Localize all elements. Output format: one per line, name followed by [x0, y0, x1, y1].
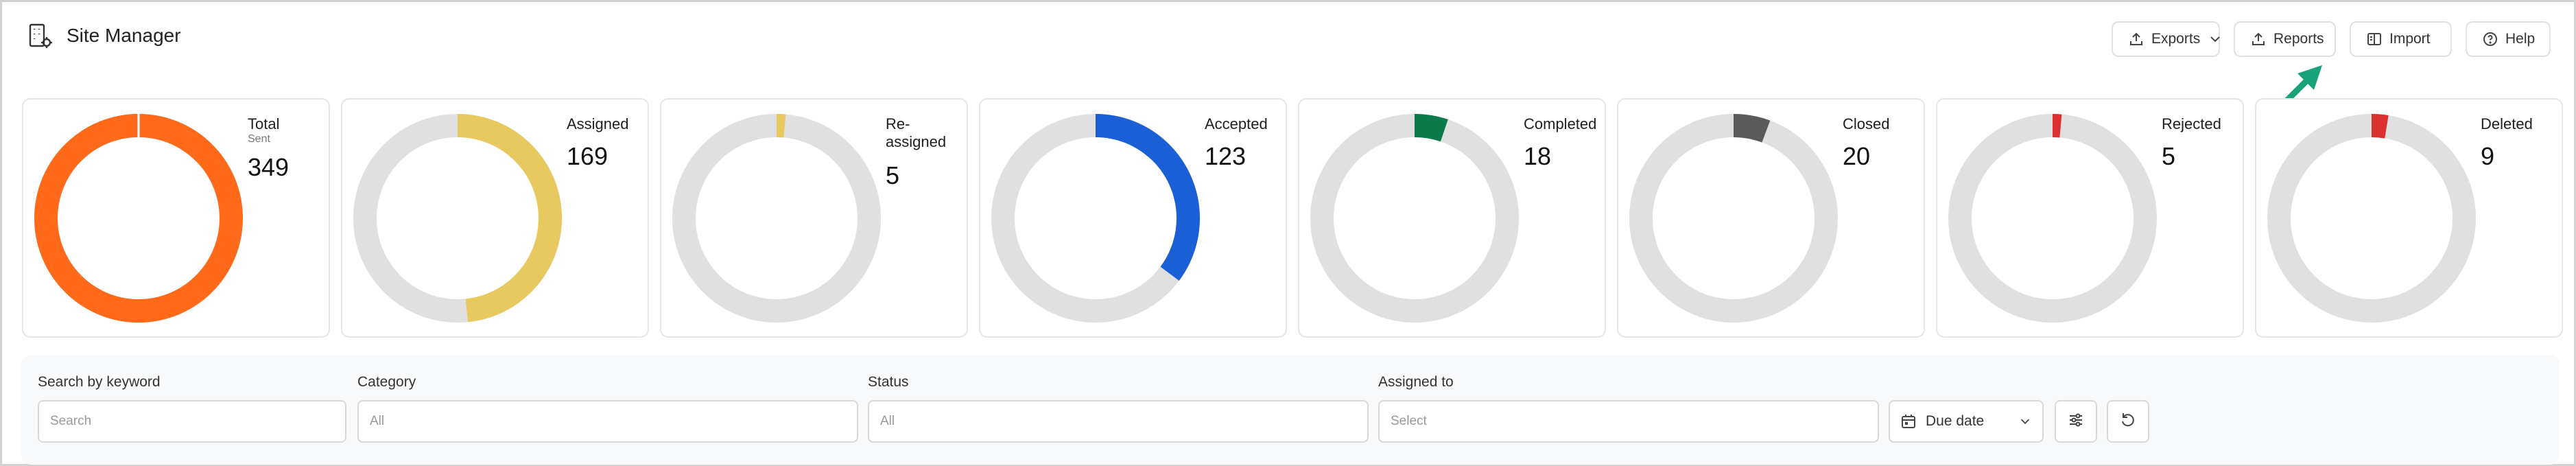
stat-label-text: Assigned — [567, 115, 629, 132]
status-value: All — [880, 414, 895, 428]
reports-label: Reports — [2273, 31, 2324, 47]
filter-bar: Search by keyword Search Category All St… — [21, 355, 2560, 465]
stat-sublabel: Sent — [248, 133, 270, 145]
donut-track — [1310, 114, 1519, 323]
stat-label: Deleted — [2481, 115, 2533, 133]
stat-label: Closed — [1843, 115, 1889, 133]
donut-chart — [1948, 114, 2157, 323]
stat-value: 18 — [1524, 142, 1552, 170]
donut-track — [1948, 114, 2157, 323]
sliders-icon — [2067, 411, 2085, 432]
reports-button[interactable]: Reports — [2234, 21, 2336, 57]
import-icon — [2366, 31, 2383, 47]
donut-track — [1629, 114, 1838, 323]
stat-label: Total Sent — [248, 115, 279, 145]
page-title: Site Manager — [67, 25, 181, 46]
donut-segment — [672, 114, 881, 323]
stat-label-text: Rejected — [2162, 115, 2221, 132]
chevron-down-icon — [2207, 31, 2223, 47]
search-placeholder: Search — [50, 414, 92, 428]
stat-card-rejected: Rejected 5 — [1936, 98, 2244, 338]
upload-icon — [2128, 31, 2144, 47]
stat-value: 5 — [2162, 142, 2176, 170]
filter-settings-button[interactable] — [2055, 400, 2097, 443]
stat-label: Rejected — [2162, 115, 2221, 133]
stats-cards: Total Sent 349 Assigned 169 Re-assigned 5 Accep… — [22, 98, 2563, 338]
assigned-to-placeholder: Select — [1391, 414, 1427, 428]
search-input[interactable]: Search — [38, 400, 346, 443]
reset-button[interactable] — [2107, 400, 2149, 443]
app-header: Site Manager — [28, 23, 181, 49]
stat-card-assigned: Assigned 169 — [341, 98, 649, 338]
donut-chart — [34, 114, 243, 323]
donut-segment — [2267, 114, 2476, 323]
assigned-to-select[interactable]: Select — [1378, 400, 1879, 443]
help-button[interactable]: Help — [2466, 21, 2551, 57]
stat-label: Re-assigned — [886, 115, 961, 151]
status-select[interactable]: All — [868, 400, 1369, 443]
stat-label-text: Deleted — [2481, 115, 2533, 132]
donut-chart — [2267, 114, 2476, 323]
assigned-to-label: Assigned to — [1378, 374, 1454, 390]
upload-icon — [2250, 31, 2267, 47]
donut-chart — [991, 114, 1200, 323]
category-label: Category — [357, 374, 416, 390]
category-select[interactable]: All — [357, 400, 858, 443]
stat-card-re-assigned: Re-assigned 5 — [660, 98, 968, 338]
due-date-button[interactable]: Due date — [1889, 400, 2044, 443]
donut-segment — [1948, 114, 2157, 323]
stat-value: 169 — [567, 142, 608, 170]
keyword-label: Search by keyword — [38, 374, 161, 390]
donut-track — [2267, 114, 2476, 323]
stat-value: 20 — [1843, 142, 1871, 170]
stat-label-text: Closed — [1843, 115, 1890, 132]
donut-chart — [1629, 114, 1838, 323]
help-label: Help — [2505, 31, 2536, 47]
building-settings-icon — [28, 23, 53, 49]
exports-button[interactable]: Exports — [2112, 21, 2220, 57]
stat-card-deleted: Deleted 9 — [2255, 98, 2563, 338]
donut-chart — [353, 114, 562, 323]
stat-card-accepted: Accepted 123 — [979, 98, 1287, 338]
stat-label-text: Re-assigned — [886, 115, 947, 150]
stat-card-closed: Closed 20 — [1617, 98, 1925, 338]
donut-segment — [353, 114, 562, 323]
donut-track — [672, 114, 881, 323]
stat-card-total: Total Sent 349 — [22, 98, 330, 338]
stat-label-text: Accepted — [1205, 115, 1268, 132]
help-icon — [2482, 31, 2498, 47]
exports-label: Exports — [2151, 31, 2201, 47]
import-label: Import — [2389, 31, 2431, 47]
stat-value: 123 — [1205, 142, 1246, 170]
stat-label: Accepted — [1205, 115, 1268, 133]
stat-label: Assigned — [567, 115, 629, 133]
donut-segment — [1310, 114, 1519, 323]
stat-label: Completed — [1524, 115, 1596, 133]
donut-chart — [672, 114, 881, 323]
stat-card-completed: Completed 18 — [1298, 98, 1606, 338]
stat-value: 9 — [2481, 142, 2495, 170]
donut-chart — [1310, 114, 1519, 323]
calendar-icon — [1901, 414, 1916, 429]
status-label: Status — [868, 374, 909, 390]
category-value: All — [370, 414, 385, 428]
stat-label-text: Total — [248, 115, 280, 132]
stat-value: 349 — [248, 153, 289, 181]
toolbar: Exports Reports Import Help — [2112, 21, 2551, 57]
due-date-label: Due date — [1926, 413, 1985, 429]
stat-value: 5 — [886, 161, 900, 189]
refresh-icon — [2119, 411, 2137, 432]
chevron-down-icon — [2018, 414, 2033, 429]
donut-segment — [991, 114, 1200, 323]
donut-segment — [1629, 114, 1838, 323]
donut-segment — [34, 114, 243, 323]
import-button[interactable]: Import — [2350, 21, 2452, 57]
stat-label-text: Completed — [1524, 115, 1597, 132]
